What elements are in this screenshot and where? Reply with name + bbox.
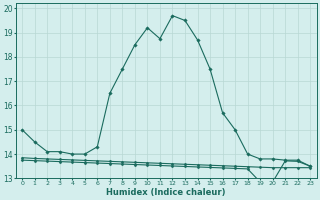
X-axis label: Humidex (Indice chaleur): Humidex (Indice chaleur) — [107, 188, 226, 197]
